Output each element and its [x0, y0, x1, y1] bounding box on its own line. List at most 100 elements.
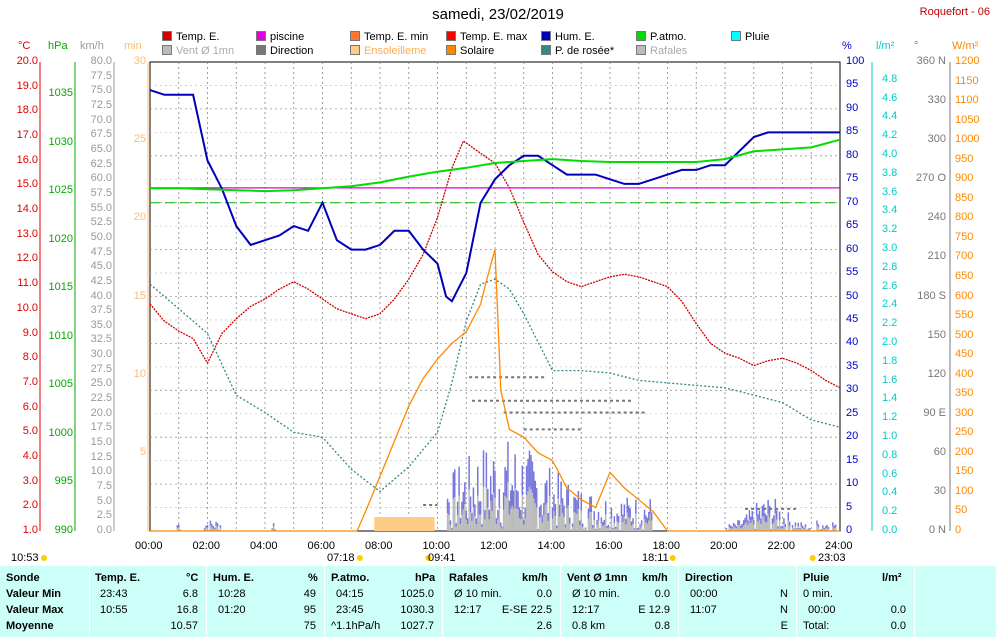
legend-swatch [731, 31, 741, 41]
min-tick-label: 25 [133, 133, 146, 146]
legend-item[interactable]: Vent Ø 1mn [162, 45, 234, 57]
cell-gust-b: 0.0 [536, 588, 552, 600]
sun-marker [356, 555, 363, 561]
wind-unit: km/h [80, 40, 104, 52]
temp-tick-label: 20.0 [16, 55, 38, 67]
temp-unit: °C [18, 40, 31, 52]
legend-item[interactable]: Temp. E. min [350, 31, 428, 43]
hum-tick-label: 35 [846, 359, 859, 372]
rain-tick-label: 0.4 [882, 486, 898, 499]
legend-item[interactable]: P. de rosée* [541, 45, 614, 57]
series-line-p-de-ros-e [149, 278, 841, 493]
table-header: °C [186, 572, 199, 584]
solar-tick-label: 800 [955, 211, 974, 224]
legend-item[interactable]: Ensoleilleme [350, 45, 426, 57]
legend-swatch [256, 31, 266, 41]
temp-tick-label: 12.0 [16, 252, 38, 265]
x-tick-label: 18:00 [652, 540, 681, 552]
legend-item[interactable]: P.atmo. [636, 31, 687, 43]
cell-dir-b: N [780, 604, 788, 616]
station-name: Roquefort - 06 [919, 6, 990, 18]
dir-tick-label: 90 E [923, 406, 946, 419]
min-tick-label: 20 [133, 211, 146, 224]
rain-tick-label: 3.8 [882, 166, 898, 179]
hum-tick-label: 10 [846, 477, 859, 490]
x-tick-label: 24:00 [825, 540, 853, 552]
min-tick-label: 10 [133, 367, 146, 380]
rain-tick-label: 4.4 [882, 110, 898, 123]
legend-item[interactable]: Hum. E. [541, 31, 595, 43]
legend-item[interactable]: Temp. E. [162, 31, 219, 43]
dir-tick-label: 210 [927, 250, 946, 263]
sun-marker [669, 555, 676, 561]
hum-tick-label: 5 [846, 500, 853, 513]
rain-tick-label: 3.2 [882, 223, 898, 236]
rain-tick-label: 2.6 [882, 279, 898, 292]
rain-tick-label: 4.6 [882, 91, 898, 104]
cell-hum-value: 75 [303, 620, 316, 632]
table-header: Pluie [803, 572, 830, 584]
wind-tick-label: 72.5 [90, 98, 112, 111]
solar-tick-label: 300 [955, 406, 974, 419]
dir-tick-label: 30 [933, 484, 946, 497]
wind-tick-label: 15.0 [90, 436, 112, 449]
temp-tick-label: 17.0 [16, 129, 38, 142]
rain-tick-label: 1.2 [882, 411, 898, 424]
legend-item[interactable]: Pluie [731, 31, 769, 43]
legend-item[interactable]: Rafales [636, 45, 687, 57]
solar-tick-label: 1050 [955, 113, 980, 126]
dir-tick-label: 360 N [916, 55, 946, 67]
row-label: Valeur Max [6, 604, 64, 616]
hum-tick-label: 85 [846, 125, 859, 138]
cell-rain-a: Total: [803, 620, 830, 632]
cell-rain-a: 0 min. [803, 588, 833, 600]
press-tick-label: 990 [54, 524, 73, 536]
rain-tick-label: 2.4 [882, 298, 898, 311]
dir-tick-label: 300 [927, 133, 946, 146]
legend-item[interactable]: Solaire [446, 45, 494, 57]
sunshine-area [374, 517, 435, 531]
wind-tick-label: 32.5 [90, 333, 112, 346]
solar-tick-label: 1150 [955, 74, 979, 87]
x-tick-label: 14:00 [537, 540, 566, 552]
cell-wind-a: 12:17 [572, 604, 600, 616]
cell-dir-a: 11:07 [690, 604, 717, 616]
wind-tick-label: 47.5 [90, 245, 112, 258]
solar-tick-label: 750 [955, 230, 974, 243]
temp-tick-label: 7.0 [22, 375, 38, 388]
press-tick-label: 995 [54, 475, 73, 488]
solar-tick-label: 500 [955, 328, 974, 341]
cell-temp-value: 6.8 [182, 588, 198, 600]
hum-tick-label: 60 [846, 242, 859, 255]
rain-tick-label: 0.2 [882, 505, 898, 518]
min-tick-label: 15 [133, 289, 146, 302]
wind-tick-label: 30.0 [90, 348, 112, 361]
rain-tick-label: 3.4 [882, 204, 898, 217]
table-header: P.atmo. [331, 572, 370, 584]
sunrise-time: 07:18 [327, 552, 355, 564]
cell-temp-time: 10:55 [100, 604, 128, 616]
cell-hum-value: 49 [303, 588, 316, 600]
wind-tick-label: 60.0 [90, 172, 112, 185]
solar-tick-label: 850 [955, 191, 974, 204]
rain-unit: l/m² [876, 40, 895, 52]
table-header: Sonde [6, 572, 40, 584]
legend-item[interactable]: Direction [256, 45, 313, 57]
cell-rain-b: 0.0 [890, 604, 906, 616]
rain-tick-label: 3.0 [882, 242, 898, 255]
legend-swatch [636, 31, 646, 41]
press-tick-label: 1035 [48, 87, 73, 100]
hum-tick-label: 40 [846, 336, 859, 349]
legend-item[interactable]: piscine [256, 31, 304, 43]
solar-tick-label: 650 [955, 269, 974, 282]
solar-tick-label: 100 [955, 484, 974, 497]
temp-tick-label: 9.0 [22, 326, 38, 339]
solar-tick-label: 900 [955, 172, 974, 185]
series-line-solaire [150, 249, 840, 532]
x-tick-label: 08:00 [365, 540, 393, 552]
press-tick-label: 1015 [48, 281, 73, 294]
legend-item[interactable]: Temp. E. max [446, 31, 527, 43]
press-tick-label: 1000 [48, 426, 73, 439]
temp-tick-label: 3.0 [22, 474, 38, 487]
legend-swatch [541, 31, 551, 41]
